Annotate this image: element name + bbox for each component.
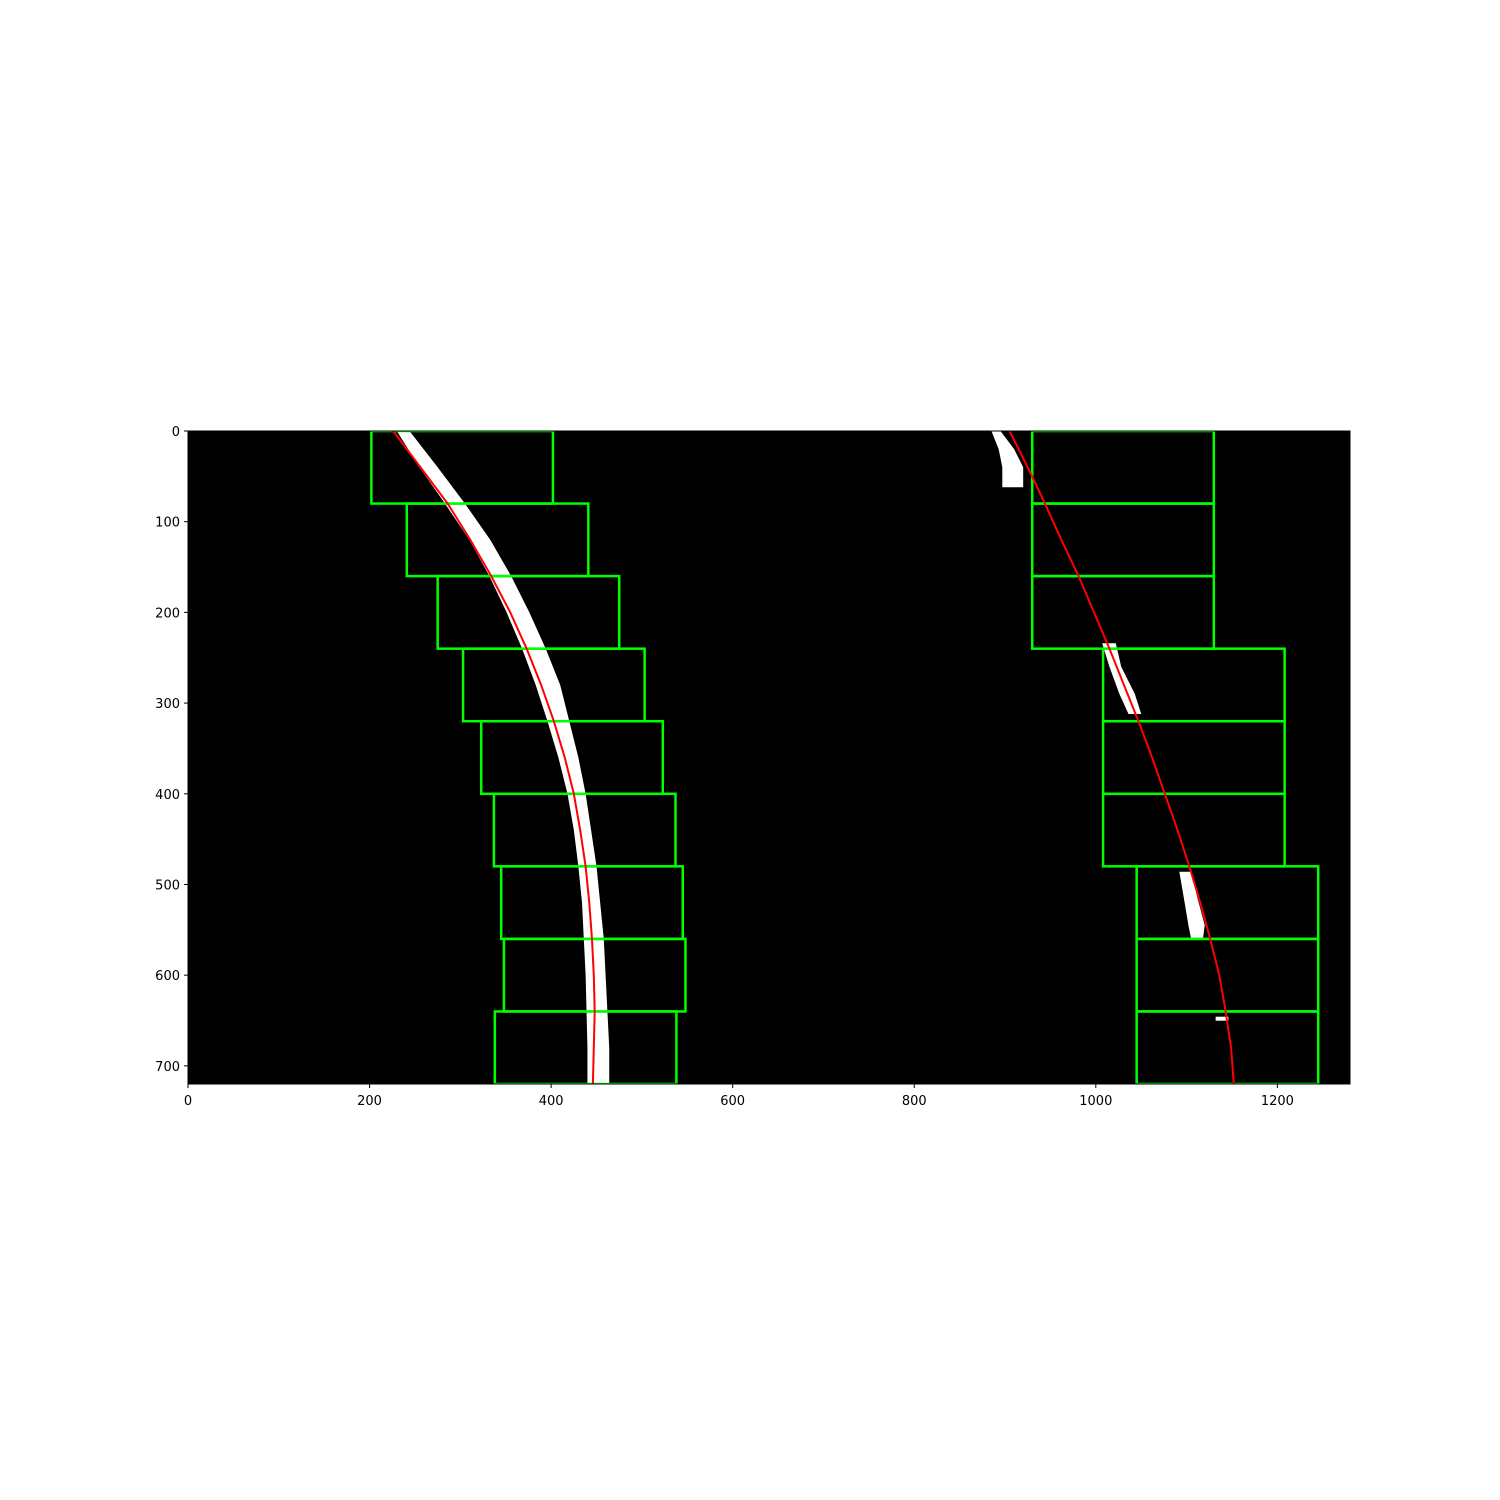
y-tick-label: 100 [155,516,180,531]
right-lane-pixels [991,431,1024,488]
y-tick-label: 200 [155,606,180,621]
x-axis: 0 200 400 600 800 1000 1200 [184,1084,1294,1109]
x-tick-label: 0 [184,1094,192,1109]
y-tick-label: 600 [155,969,180,984]
y-tick-label: 500 [155,878,180,893]
x-tick-label: 200 [357,1094,382,1109]
left-lane-pixels [396,431,610,1084]
polynomial-fit-layer [392,431,1235,1084]
x-tick-label: 600 [720,1094,745,1109]
left-search-window [493,1010,678,1084]
x-tick-label: 1000 [1079,1094,1112,1109]
right-lane-pixels [1215,1016,1229,1021]
y-tick-label: 0 [172,425,180,440]
image-background [188,431,1350,1084]
axes-frame [187,430,1351,1085]
x-tick-label: 400 [539,1094,564,1109]
x-tick-label: 800 [902,1094,927,1109]
right-lane-fit-line [1008,431,1235,1084]
y-tick-label: 400 [155,788,180,803]
right-lane-pixels [1179,871,1205,939]
y-axis: 0 100 200 300 400 500 600 700 [155,425,188,1075]
left-lane-fit-line [392,431,596,1084]
x-tick-label: 1200 [1261,1094,1294,1109]
y-tick-label: 300 [155,697,180,712]
right-search-window [1135,1010,1320,1084]
y-tick-label: 700 [155,1060,180,1075]
